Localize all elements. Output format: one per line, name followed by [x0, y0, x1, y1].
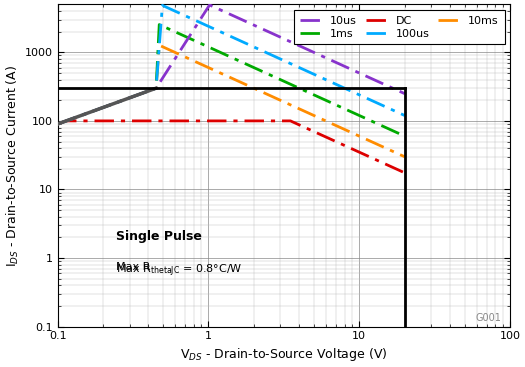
X-axis label: V$_{DS}$ - Drain-to-Source Voltage (V): V$_{DS}$ - Drain-to-Source Voltage (V)	[180, 346, 387, 363]
Text: G001: G001	[475, 313, 501, 323]
Text: Max R$_{{\rm thetaJC}}$ = 0.8°C/W: Max R$_{{\rm thetaJC}}$ = 0.8°C/W	[117, 262, 243, 279]
Text: Max R: Max R	[117, 262, 151, 272]
Text: Single Pulse: Single Pulse	[117, 230, 202, 243]
Y-axis label: I$_{DS}$ - Drain-to-Source Current (A): I$_{DS}$ - Drain-to-Source Current (A)	[4, 65, 20, 266]
Legend: 10us, 1ms, DC, 100us, 10ms: 10us, 1ms, DC, 100us, 10ms	[294, 10, 505, 44]
